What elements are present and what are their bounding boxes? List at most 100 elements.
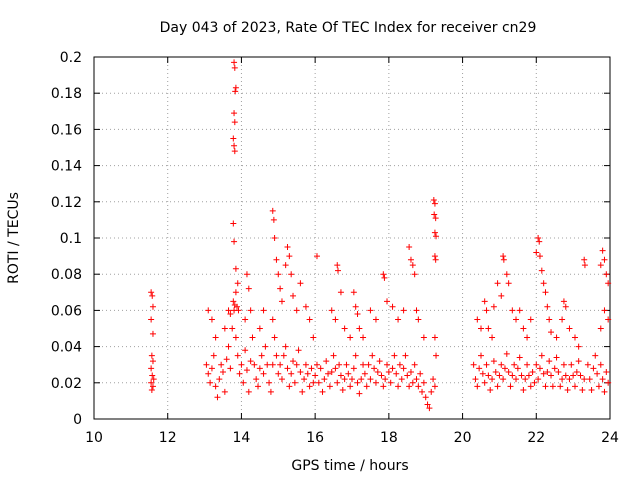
data-point xyxy=(505,368,512,375)
data-point xyxy=(474,383,481,390)
data-point xyxy=(330,352,337,359)
data-point xyxy=(232,334,239,341)
data-point xyxy=(581,256,588,263)
data-point xyxy=(148,365,155,372)
data-point xyxy=(231,238,238,245)
data-point xyxy=(371,365,378,372)
data-point xyxy=(245,388,252,395)
data-point xyxy=(363,383,370,390)
data-point xyxy=(343,361,350,368)
data-point xyxy=(551,365,558,372)
data-point xyxy=(544,368,551,375)
data-point xyxy=(205,370,212,377)
data-point xyxy=(594,370,601,377)
data-point xyxy=(374,368,381,375)
data-point xyxy=(571,383,578,390)
grid-lines xyxy=(94,57,610,419)
data-point xyxy=(601,388,608,395)
x-tick-label: 18 xyxy=(380,430,398,446)
data-point xyxy=(212,334,219,341)
data-point xyxy=(575,343,582,350)
data-point xyxy=(227,311,234,318)
data-point xyxy=(290,292,297,299)
data-point xyxy=(605,280,612,287)
data-point xyxy=(536,238,543,245)
data-point xyxy=(275,271,282,278)
data-point xyxy=(284,365,291,372)
data-point xyxy=(553,334,560,341)
data-point xyxy=(513,316,520,323)
data-point xyxy=(536,365,543,372)
data-point xyxy=(372,379,379,386)
data-point xyxy=(218,361,225,368)
data-point xyxy=(533,249,540,256)
data-point xyxy=(290,358,297,365)
y-tick-label: 0.14 xyxy=(51,159,82,175)
data-point xyxy=(253,376,260,383)
data-point xyxy=(481,298,488,305)
data-point xyxy=(548,329,555,336)
data-point xyxy=(605,379,612,386)
x-tick-label: 20 xyxy=(454,430,472,446)
y-tick-label: 0.1 xyxy=(60,231,82,247)
data-point xyxy=(208,316,215,323)
data-point xyxy=(262,343,269,350)
data-point xyxy=(479,370,486,377)
data-point xyxy=(337,372,344,379)
data-point xyxy=(258,352,265,359)
data-point xyxy=(280,352,287,359)
data-point xyxy=(559,376,566,383)
x-tick-label: 14 xyxy=(233,430,251,446)
data-point xyxy=(560,298,567,305)
data-point xyxy=(588,387,595,394)
data-point xyxy=(210,352,217,359)
data-point xyxy=(347,383,354,390)
data-point xyxy=(207,379,214,386)
data-point xyxy=(520,325,527,332)
data-point xyxy=(230,220,237,227)
data-point xyxy=(332,316,339,323)
data-point xyxy=(478,325,484,332)
data-point xyxy=(247,307,254,314)
data-point xyxy=(498,292,505,299)
data-point xyxy=(407,256,414,263)
data-point xyxy=(264,361,271,368)
data-point xyxy=(570,372,577,379)
data-point xyxy=(360,361,367,368)
data-point xyxy=(562,372,569,379)
data-point xyxy=(255,383,262,390)
x-tick-label: 12 xyxy=(159,430,177,446)
data-point xyxy=(295,347,302,354)
data-point xyxy=(387,379,394,386)
data-point xyxy=(433,233,440,240)
data-point xyxy=(341,325,348,332)
data-point xyxy=(372,316,379,323)
data-point xyxy=(205,307,212,314)
data-point xyxy=(284,244,291,251)
x-tick-label: 22 xyxy=(527,430,545,446)
data-point xyxy=(234,280,241,287)
data-point xyxy=(367,376,374,383)
data-point xyxy=(225,343,232,350)
data-point xyxy=(553,354,560,361)
data-point xyxy=(391,352,398,359)
data-point xyxy=(216,376,223,383)
data-point xyxy=(590,365,597,372)
data-point xyxy=(513,376,520,383)
data-point xyxy=(354,379,361,386)
data-point xyxy=(273,352,280,359)
data-point xyxy=(555,368,562,375)
data-point xyxy=(365,361,372,368)
data-point xyxy=(579,387,586,394)
data-point xyxy=(269,361,276,368)
data-point xyxy=(260,307,267,314)
data-point xyxy=(234,352,241,359)
data-point xyxy=(581,376,588,383)
data-point xyxy=(238,361,245,368)
data-point xyxy=(395,383,402,390)
data-point xyxy=(398,376,405,383)
data-point xyxy=(282,343,289,350)
data-point xyxy=(490,358,497,365)
data-point xyxy=(549,383,556,390)
data-point xyxy=(256,365,263,372)
